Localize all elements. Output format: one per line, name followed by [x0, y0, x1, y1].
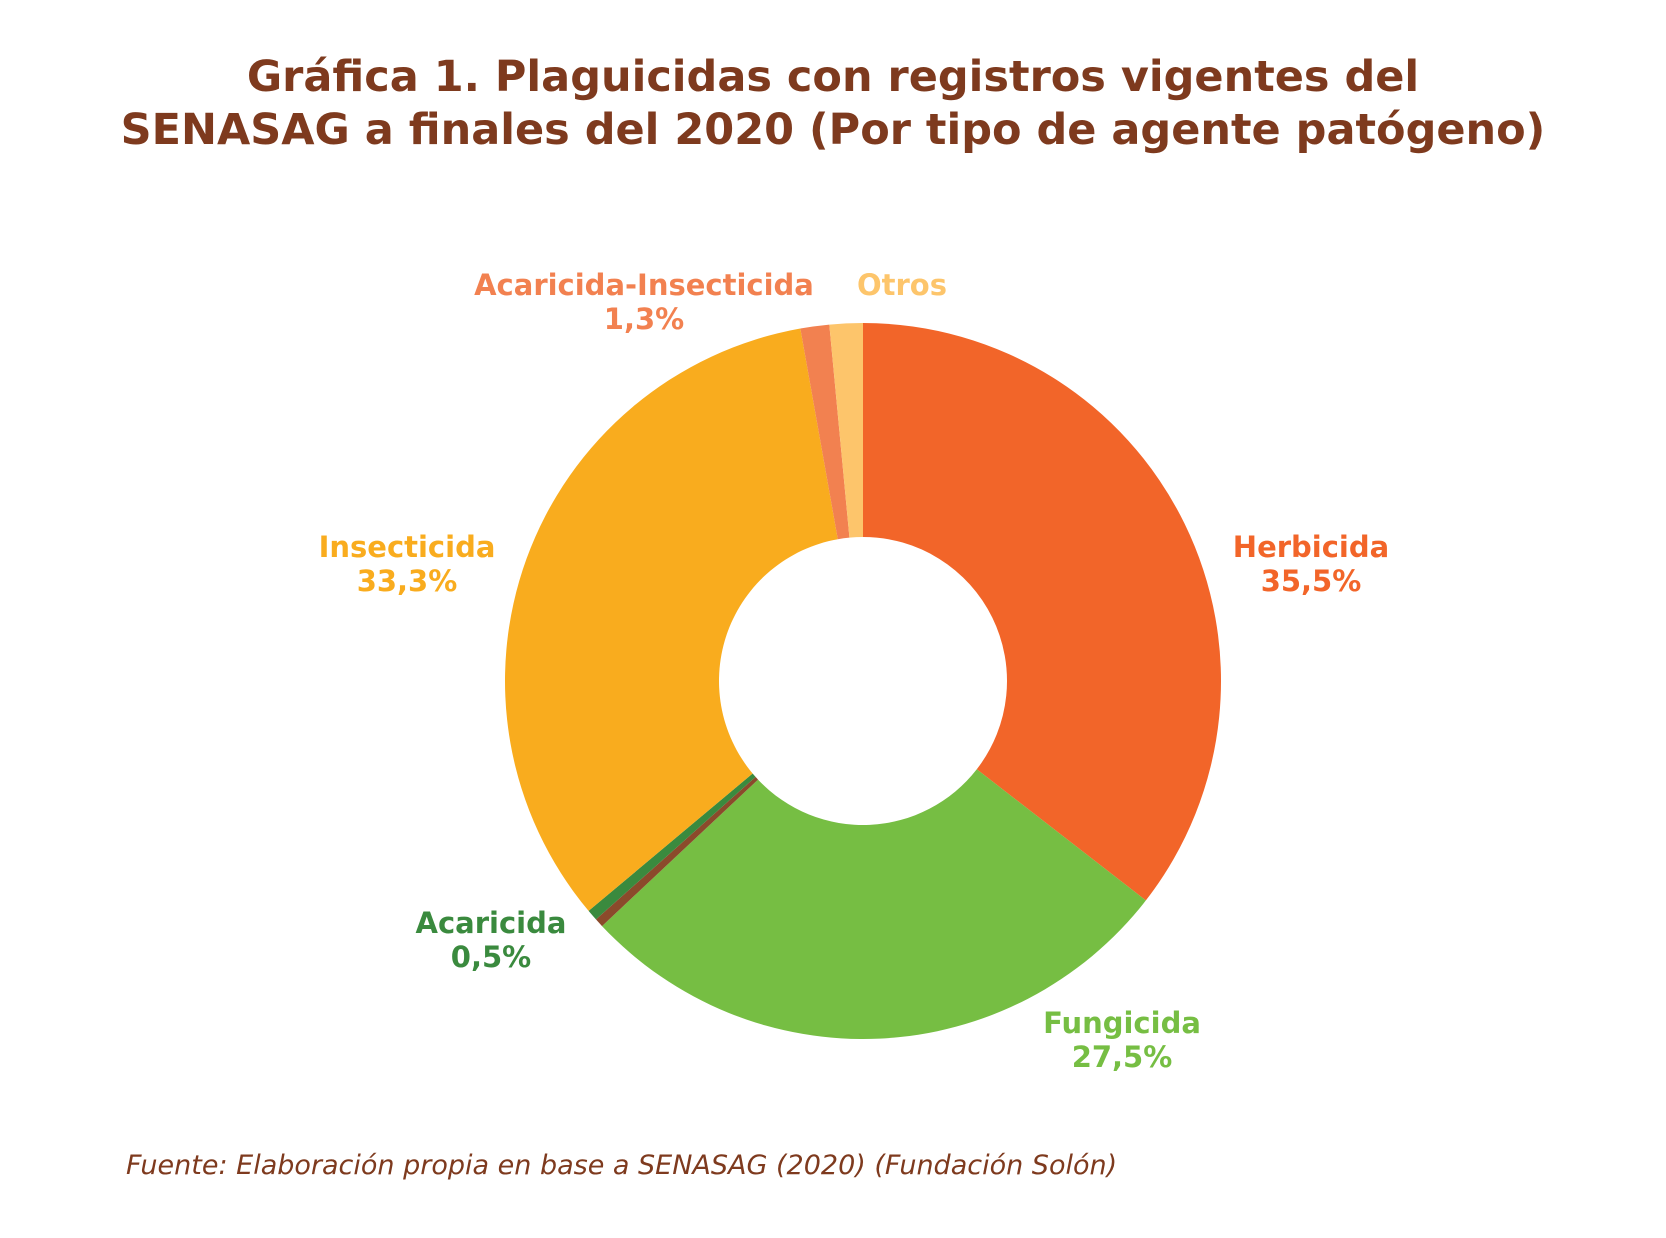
- chart-title: SENASAG a finales del 2020 (Por tipo de …: [121, 105, 1546, 155]
- donut-segment: [588, 773, 756, 920]
- donut-segment: [504, 328, 838, 911]
- value-label: 1,3%: [604, 302, 684, 336]
- donut-segment: [602, 769, 1146, 1039]
- donut-segment: [800, 324, 850, 540]
- value-label: 27,5%: [1072, 1040, 1173, 1074]
- segment-label: Otros: [857, 268, 947, 302]
- segment-label: Fungicida: [1043, 1006, 1201, 1040]
- segment-label: Insecticida: [319, 530, 496, 564]
- source-note: Fuente: Elaboración propia en base a SEN…: [126, 1150, 1117, 1181]
- chart-title: Gráfica 1. Plaguicidas con registros vig…: [247, 52, 1419, 102]
- donut-segment: [595, 776, 759, 927]
- segment-label: Acaricida: [416, 906, 567, 940]
- donut-segment: [863, 323, 1221, 901]
- value-label: 35,5%: [1261, 564, 1362, 598]
- value-label: 33,3%: [357, 564, 458, 598]
- segment-label: Herbicida: [1233, 530, 1389, 564]
- donut-segment: [829, 323, 863, 538]
- value-label: 0,5%: [451, 940, 531, 974]
- segment-label: Acaricida-Insecticida: [474, 268, 814, 302]
